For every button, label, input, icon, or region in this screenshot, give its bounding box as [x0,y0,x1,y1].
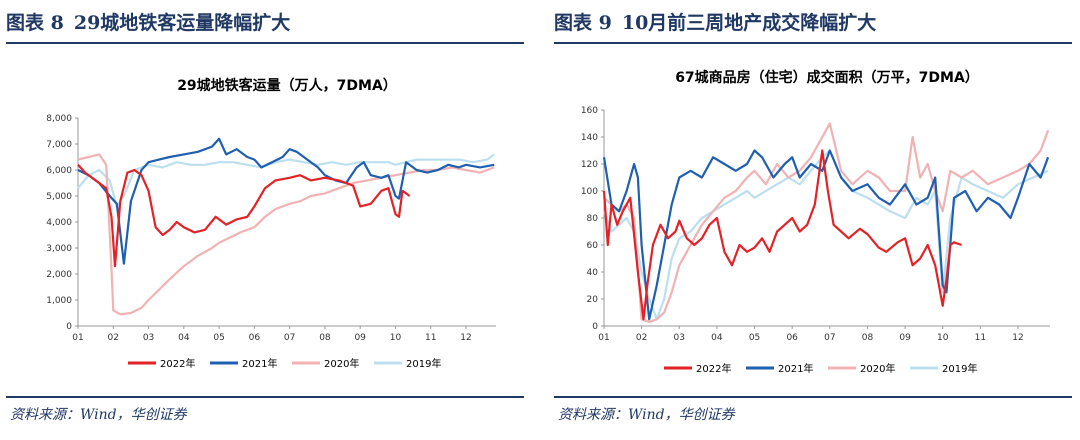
x-tick-label: 04 [711,333,723,343]
series-line-3 [77,153,495,208]
source-note: 资料来源：Wind，华创证券 [558,407,735,423]
x-tick-label: 09 [899,333,911,343]
x-tick-label: 09 [354,333,366,343]
x-tick-label: 12 [1012,333,1023,343]
legend-label: 2021年 [242,357,277,370]
x-tick-label: 01 [72,333,83,343]
panel-property: 图表 9 10月前三周地产成交降幅扩大 67城商品房（住宅）成交面积（万平，7DM… [554,0,1072,440]
figure-title: 图表 9 10月前三周地产成交降幅扩大 [554,8,1072,38]
series-line-0 [77,164,411,268]
series-line-2 [603,122,1050,323]
subway-chart: 29城地铁客运量（万人，7DMA） 0 1,000 2,000 3,000 4,000 5,… [46,77,496,370]
y-tick-label: 0 [592,322,598,332]
y-tick-label: 60 [587,241,599,251]
y-tick-label: 160 [581,106,598,116]
y-tick-label: 5,000 [46,192,72,202]
series-line-2 [77,153,495,316]
y-tick-label: 0 [66,322,72,332]
y-tick-label: 3,000 [46,244,72,254]
x-tick-label: 08 [319,333,331,343]
legend-label: 2022年 [160,357,195,370]
series-line-0 [602,149,962,321]
y-tick-label: 7,000 [46,140,72,150]
y-tick-label: 6,000 [46,166,72,176]
top-rule [6,42,524,44]
source-note: 资料来源：Wind，华创证券 [10,407,187,423]
x-tick-label: 11 [425,333,436,343]
x-tick-label: 03 [143,333,154,343]
x-tick-label: 08 [862,333,874,343]
legend-label: 2020年 [860,362,895,375]
figure-title: 图表 8 29城地铁客运量降幅扩大 [6,8,524,38]
x-tick-label: 07 [284,333,295,343]
y-tick-label: 120 [581,160,598,170]
y-tick-label: 80 [587,214,599,224]
legend-label: 2022年 [696,362,731,375]
figure-heading: 29城地铁客运量降幅扩大 [73,12,291,34]
property-chart: 67城商品房（住宅）成交面积（万平，7DMA）02040608010012014… [581,69,1050,375]
y-tick-label: 8,000 [46,114,72,124]
x-tick-label: 06 [786,333,798,343]
y-tick-label: 1,000 [46,296,72,306]
bottom-rule [6,396,524,398]
chart-title: 29城地铁客运量（万人，7DMA） [177,77,397,94]
legend-label: 2020年 [324,357,359,370]
top-rule [554,42,1072,44]
legend-label: 2019年 [406,357,441,370]
x-tick-label: 02 [636,333,647,343]
bottom-rule [554,396,1072,398]
legend-label: 2021年 [778,362,813,375]
chart-title: 67城商品房（住宅）成交面积（万平，7DMA） [675,69,979,86]
legend-label: 2019年 [942,362,977,375]
x-tick-label: 03 [674,333,685,343]
x-tick-label: 05 [749,333,760,343]
y-tick-label: 2,000 [46,270,72,280]
series-line-1 [602,149,1050,321]
x-tick-label: 05 [213,333,224,343]
y-tick-label: 100 [581,187,598,197]
y-tick-label: 4,000 [46,218,72,228]
x-tick-label: 01 [598,333,609,343]
y-tick-label: 20 [587,295,599,305]
x-tick-label: 07 [824,333,835,343]
x-tick-label: 04 [178,333,190,343]
x-tick-label: 10 [390,333,402,343]
figure-label: 图表 9 [554,12,612,34]
x-tick-label: 02 [108,333,119,343]
x-tick-label: 11 [975,333,986,343]
x-tick-label: 06 [249,333,261,343]
y-tick-label: 40 [587,268,599,278]
series-line-1 [77,137,495,265]
figure-label: 图表 8 [6,12,64,34]
y-tick-label: 140 [581,133,598,143]
x-tick-label: 12 [460,333,471,343]
figure-heading: 10月前三周地产成交降幅扩大 [621,12,877,34]
x-tick-label: 10 [937,333,949,343]
panel-subway: 图表 8 29城地铁客运量降幅扩大 29城地铁客运量（万人，7DMA） 0 1,000… [6,0,524,440]
